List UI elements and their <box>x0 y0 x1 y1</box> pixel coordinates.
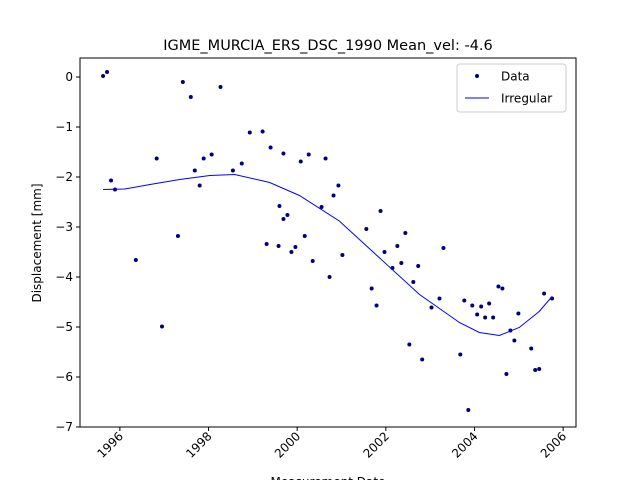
data-point <box>230 168 235 173</box>
data-point <box>276 244 281 248</box>
x-tick-label: 2006 <box>538 429 569 460</box>
data-point <box>109 178 114 183</box>
y-axis-label: Displacement [mm] <box>30 183 44 302</box>
y-tick-label: −5 <box>55 320 73 334</box>
data-point <box>192 168 197 173</box>
data-point <box>429 305 434 310</box>
data-point <box>487 301 492 306</box>
data-point <box>395 244 400 248</box>
y-tick-label: −2 <box>55 170 73 184</box>
chart-title: IGME_MURCIA_ERS_DSC_1990 Mean_vel: -4.6 <box>163 38 493 54</box>
data-point <box>209 152 214 157</box>
data-point <box>470 303 475 308</box>
data-point <box>336 183 341 188</box>
data-point <box>416 264 421 268</box>
data-point <box>302 234 307 238</box>
data-point <box>500 286 505 291</box>
data-point <box>239 161 244 166</box>
data-point <box>175 234 180 238</box>
data-point <box>529 346 534 351</box>
data-point <box>327 275 332 279</box>
data-point <box>218 85 223 89</box>
data-point <box>364 227 369 231</box>
data-point <box>323 156 328 161</box>
data-point <box>420 357 425 362</box>
data-point <box>105 70 110 74</box>
data-point <box>537 367 542 371</box>
data-point <box>437 296 442 301</box>
data-point <box>512 338 517 343</box>
data-point <box>201 156 206 161</box>
data-point <box>247 130 252 135</box>
data-point <box>441 246 446 250</box>
data-point <box>399 261 404 265</box>
x-tick-label: 1998 <box>183 429 214 460</box>
data-point <box>281 151 286 156</box>
data-point <box>407 342 412 347</box>
data-point <box>268 145 273 150</box>
y-tick-label: 0 <box>65 70 73 84</box>
y-tick-label: −6 <box>55 370 73 384</box>
data-point <box>496 284 501 289</box>
data-point <box>516 311 521 316</box>
data-point <box>466 408 471 412</box>
plot-frame <box>79 57 577 428</box>
data-point <box>504 372 509 376</box>
x-axis-label: Measurement Date <box>271 475 386 480</box>
data-point <box>160 324 165 329</box>
data-point <box>533 368 538 372</box>
data-point <box>319 205 324 209</box>
y-tick-label: −3 <box>55 220 73 234</box>
data-point <box>378 209 383 213</box>
data-point <box>298 159 303 164</box>
data-point <box>403 231 408 235</box>
data-point <box>374 303 379 308</box>
data-point <box>458 352 463 357</box>
data-point <box>281 217 286 221</box>
data-point <box>154 156 159 161</box>
data-point <box>479 304 484 309</box>
data-point <box>188 95 193 99</box>
data-point <box>197 183 202 188</box>
data-point <box>101 74 106 78</box>
data-point <box>310 259 315 263</box>
y-tick-label: −1 <box>55 120 73 134</box>
data-point <box>293 245 298 249</box>
y-tick-label: −4 <box>55 270 73 284</box>
data-point <box>411 280 416 284</box>
data-point <box>491 315 496 320</box>
x-tick-label: 2002 <box>360 429 391 460</box>
data-point <box>382 250 387 254</box>
legend-label: Irregular <box>501 92 552 106</box>
data-point <box>483 315 488 320</box>
data-point <box>133 258 138 262</box>
data-point <box>260 129 265 134</box>
data-point <box>289 250 294 254</box>
x-tick-label: 1996 <box>95 429 126 460</box>
data-point <box>331 193 336 198</box>
data-point <box>285 213 290 217</box>
data-point <box>369 286 374 291</box>
data-point <box>277 204 282 208</box>
legend-box <box>456 63 567 113</box>
y-tick-label: −7 <box>55 420 73 434</box>
data-point <box>542 291 547 296</box>
data-point <box>180 80 185 84</box>
legend-marker <box>475 74 479 78</box>
data-point <box>306 152 311 157</box>
legend-label: Data <box>501 70 530 84</box>
series-line <box>103 173 553 337</box>
x-tick-label: 2000 <box>272 429 303 460</box>
data-point <box>462 298 467 303</box>
data-point <box>340 253 345 257</box>
data-point <box>475 312 480 317</box>
data-point <box>264 242 269 246</box>
x-tick-label: 2004 <box>449 429 480 460</box>
